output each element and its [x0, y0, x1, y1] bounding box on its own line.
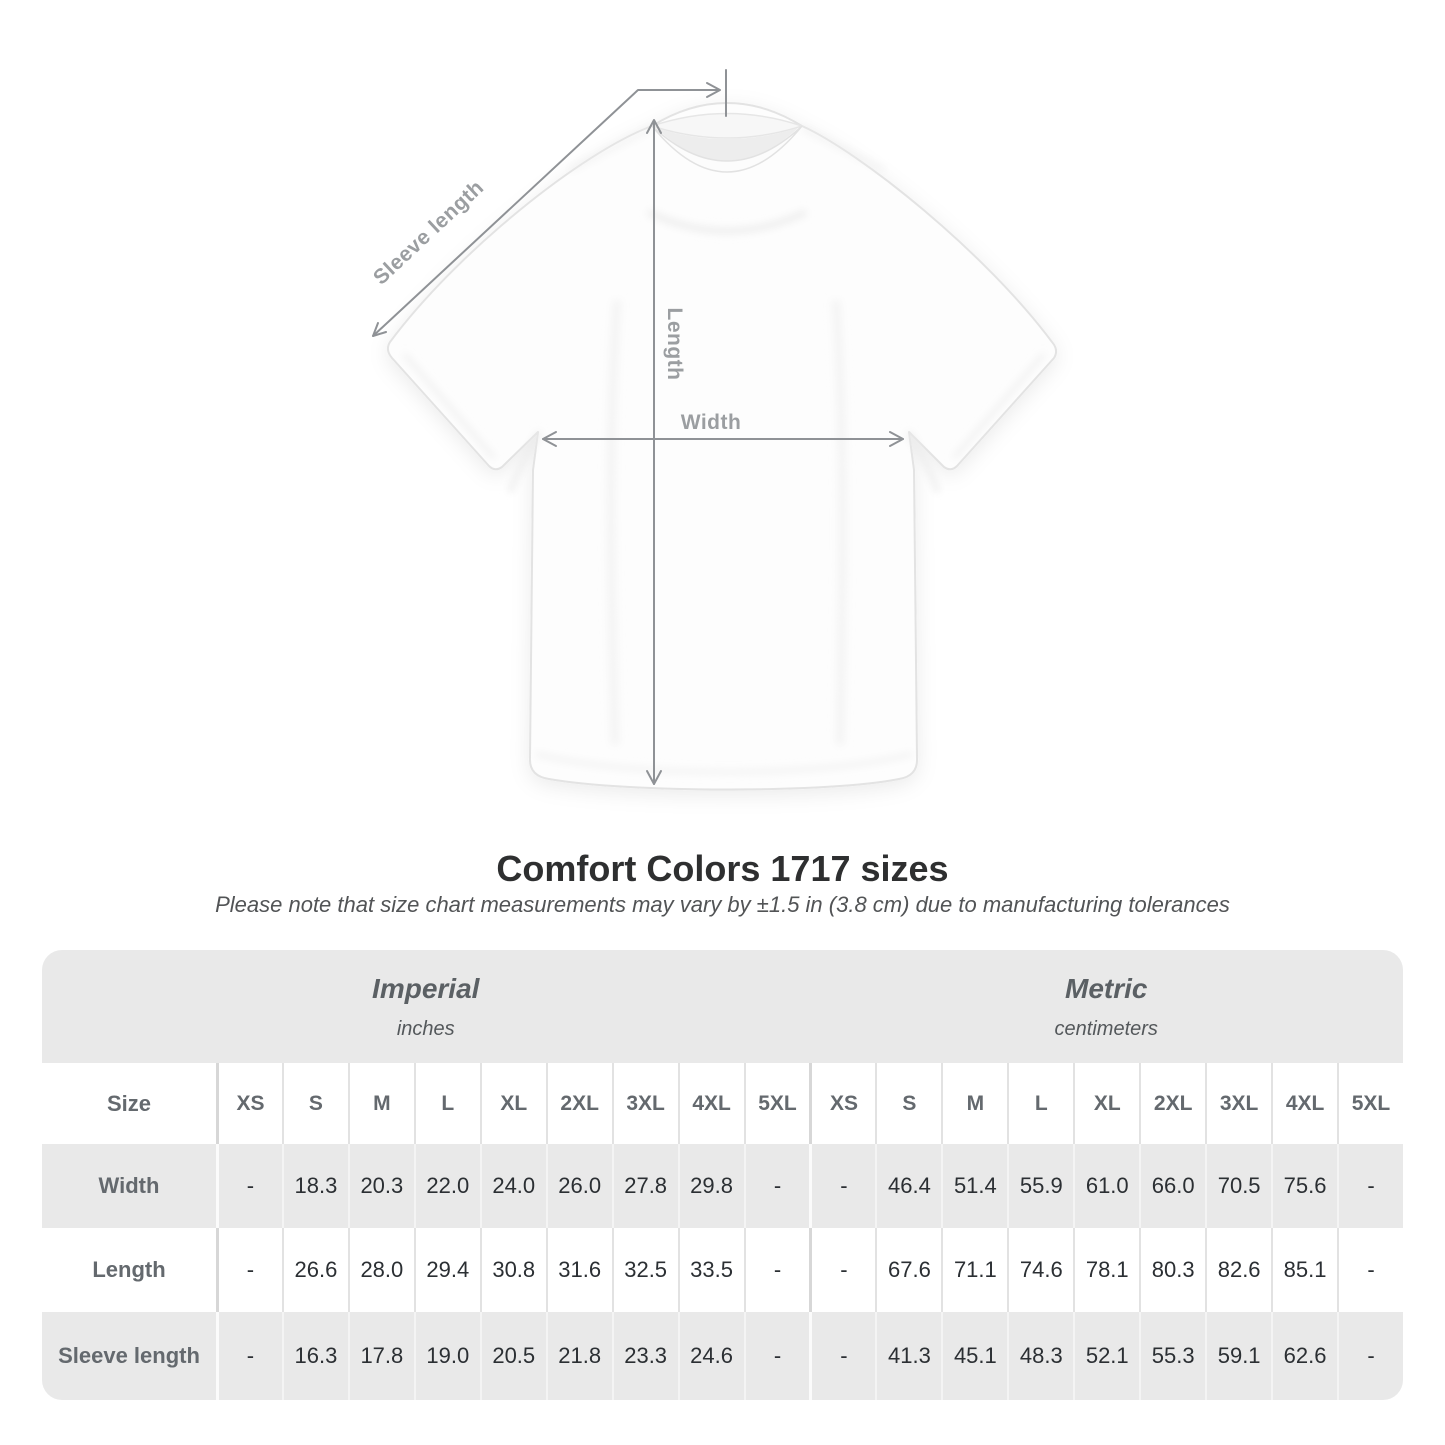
width-label: Width — [680, 411, 742, 434]
cell-value: 21.8 — [545, 1312, 612, 1400]
row-label: Width — [42, 1144, 216, 1228]
size-col-header: L — [413, 1063, 480, 1144]
size-col-header: XL — [479, 1063, 546, 1144]
size-col-header: M — [941, 1063, 1008, 1144]
cell-value: 71.1 — [941, 1228, 1008, 1312]
sleeve-length-arrow — [372, 82, 721, 337]
cell-value: - — [1337, 1228, 1403, 1312]
cell-value: 75.6 — [1271, 1144, 1338, 1228]
cell-value: 66.0 — [1139, 1144, 1206, 1228]
size-col-header: 2XL — [1139, 1063, 1206, 1144]
cell-value: 48.3 — [1007, 1312, 1074, 1400]
cell-value: 16.3 — [281, 1312, 348, 1400]
metric-group-header: Metric centimeters — [809, 950, 1403, 1063]
cell-value: 33.5 — [677, 1228, 744, 1312]
cell-value: - — [809, 1144, 876, 1228]
row-label: Length — [42, 1228, 216, 1312]
cell-value: 59.1 — [1205, 1312, 1272, 1400]
tolerance-note: Please note that size chart measurements… — [215, 892, 1230, 917]
cell-value: 74.6 — [1007, 1228, 1074, 1312]
size-column-header: Size — [42, 1063, 216, 1144]
cell-value: 23.3 — [611, 1312, 678, 1400]
size-col-header: 5XL — [743, 1063, 810, 1144]
size-col-header: XS — [809, 1063, 876, 1144]
size-table: Imperial inches Metric centimeters Size X… — [42, 950, 1403, 1400]
size-col-header: 4XL — [677, 1063, 744, 1144]
cell-value: - — [1337, 1144, 1403, 1228]
cell-value: 62.6 — [1271, 1312, 1338, 1400]
imperial-label: Imperial — [372, 972, 480, 1004]
size-col-header: S — [875, 1063, 942, 1144]
cell-value: 52.1 — [1073, 1312, 1140, 1400]
cell-value: 78.1 — [1073, 1228, 1140, 1312]
cell-value: 55.3 — [1139, 1312, 1206, 1400]
cell-value: - — [216, 1228, 282, 1312]
size-col-header: 3XL — [1205, 1063, 1272, 1144]
cell-value: 29.8 — [677, 1144, 744, 1228]
length-label: Length — [663, 307, 686, 381]
cell-value: 51.4 — [941, 1144, 1008, 1228]
cell-value: - — [1337, 1312, 1403, 1400]
cell-value: 28.0 — [347, 1228, 414, 1312]
size-col-header: XS — [216, 1063, 282, 1144]
cell-value: 20.5 — [479, 1312, 546, 1400]
cell-value: 27.8 — [611, 1144, 678, 1228]
cell-value: 67.6 — [875, 1228, 942, 1312]
imperial-unit: inches — [396, 1017, 455, 1040]
size-col-header: S — [281, 1063, 348, 1144]
metric-unit: centimeters — [1054, 1017, 1158, 1040]
cell-value: - — [743, 1144, 810, 1228]
cell-value: - — [216, 1312, 282, 1400]
cell-value: 31.6 — [545, 1228, 612, 1312]
cell-value: 82.6 — [1205, 1228, 1272, 1312]
size-col-header: L — [1007, 1063, 1074, 1144]
cell-value: - — [809, 1312, 876, 1400]
width-arrow — [542, 431, 904, 447]
cell-value: 19.0 — [413, 1312, 480, 1400]
cell-value: 26.6 — [281, 1228, 348, 1312]
cell-value: - — [743, 1312, 810, 1400]
tshirt-shading — [402, 126, 1046, 774]
page-title: Comfort Colors 1717 sizes — [496, 848, 949, 889]
collar — [649, 112, 805, 173]
cell-value: 46.4 — [875, 1144, 942, 1228]
imperial-group-header: Imperial inches — [42, 950, 810, 1063]
cell-value: - — [743, 1228, 810, 1312]
cell-value: 20.3 — [347, 1144, 414, 1228]
cell-value: 85.1 — [1271, 1228, 1338, 1312]
cell-value: - — [216, 1144, 282, 1228]
size-col-header: XL — [1073, 1063, 1140, 1144]
size-col-header: M — [347, 1063, 414, 1144]
cell-value: - — [809, 1228, 876, 1312]
size-col-header: 3XL — [611, 1063, 678, 1144]
metric-label: Metric — [1065, 972, 1148, 1004]
cell-value: 45.1 — [941, 1312, 1008, 1400]
cell-value: 24.0 — [479, 1144, 546, 1228]
cell-value: 24.6 — [677, 1312, 744, 1400]
cell-value: 26.0 — [545, 1144, 612, 1228]
row-label: Sleeve length — [42, 1312, 216, 1400]
cell-value: 30.8 — [479, 1228, 546, 1312]
cell-value: 32.5 — [611, 1228, 678, 1312]
tshirt-graphic — [372, 69, 1058, 791]
tshirt-body — [386, 102, 1058, 791]
cell-value: 61.0 — [1073, 1144, 1140, 1228]
cell-value: 29.4 — [413, 1228, 480, 1312]
cell-value: 18.3 — [281, 1144, 348, 1228]
length-arrow — [646, 119, 662, 785]
tshirt-measurement-diagram: Sleeve length Length Width — [369, 69, 1058, 791]
cell-value: 22.0 — [413, 1144, 480, 1228]
size-col-header: 5XL — [1337, 1063, 1403, 1144]
cell-value: 41.3 — [875, 1312, 942, 1400]
cell-value: 55.9 — [1007, 1144, 1074, 1228]
size-col-header: 2XL — [545, 1063, 612, 1144]
cell-value: 70.5 — [1205, 1144, 1272, 1228]
size-col-header: 4XL — [1271, 1063, 1338, 1144]
cell-value: 17.8 — [347, 1312, 414, 1400]
cell-value: 80.3 — [1139, 1228, 1206, 1312]
